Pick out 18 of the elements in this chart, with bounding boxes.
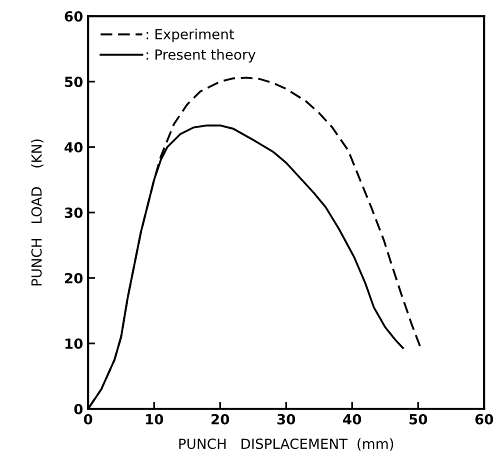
y-tick-label: 60 <box>64 11 83 22</box>
x-tick-label: 0 <box>84 414 92 424</box>
x-tick-label: 10 <box>146 414 164 424</box>
x-tick-label: 20 <box>212 414 230 424</box>
x-tick-label: 60 <box>475 414 494 424</box>
y-tick-label: 50 <box>64 76 83 88</box>
y-tick-label: 10 <box>65 338 83 349</box>
legend-label: : Experiment <box>146 28 234 42</box>
y-tick-label: 20 <box>65 272 83 284</box>
y-tick-label: 40 <box>64 142 83 153</box>
x-axis-title: PUNCH DISPLACEMENT (mm) <box>179 438 394 451</box>
y-axis-title: PUNCH LOAD (KN) <box>31 140 44 286</box>
x-tick-label: 30 <box>277 414 296 424</box>
y-tick-label: 0 <box>74 404 83 414</box>
x-tick-label: 50 <box>410 414 428 424</box>
y-tick-label: 30 <box>64 207 83 218</box>
legend-label: : Present theory <box>146 49 256 62</box>
x-tick-label: 40 <box>343 414 362 424</box>
